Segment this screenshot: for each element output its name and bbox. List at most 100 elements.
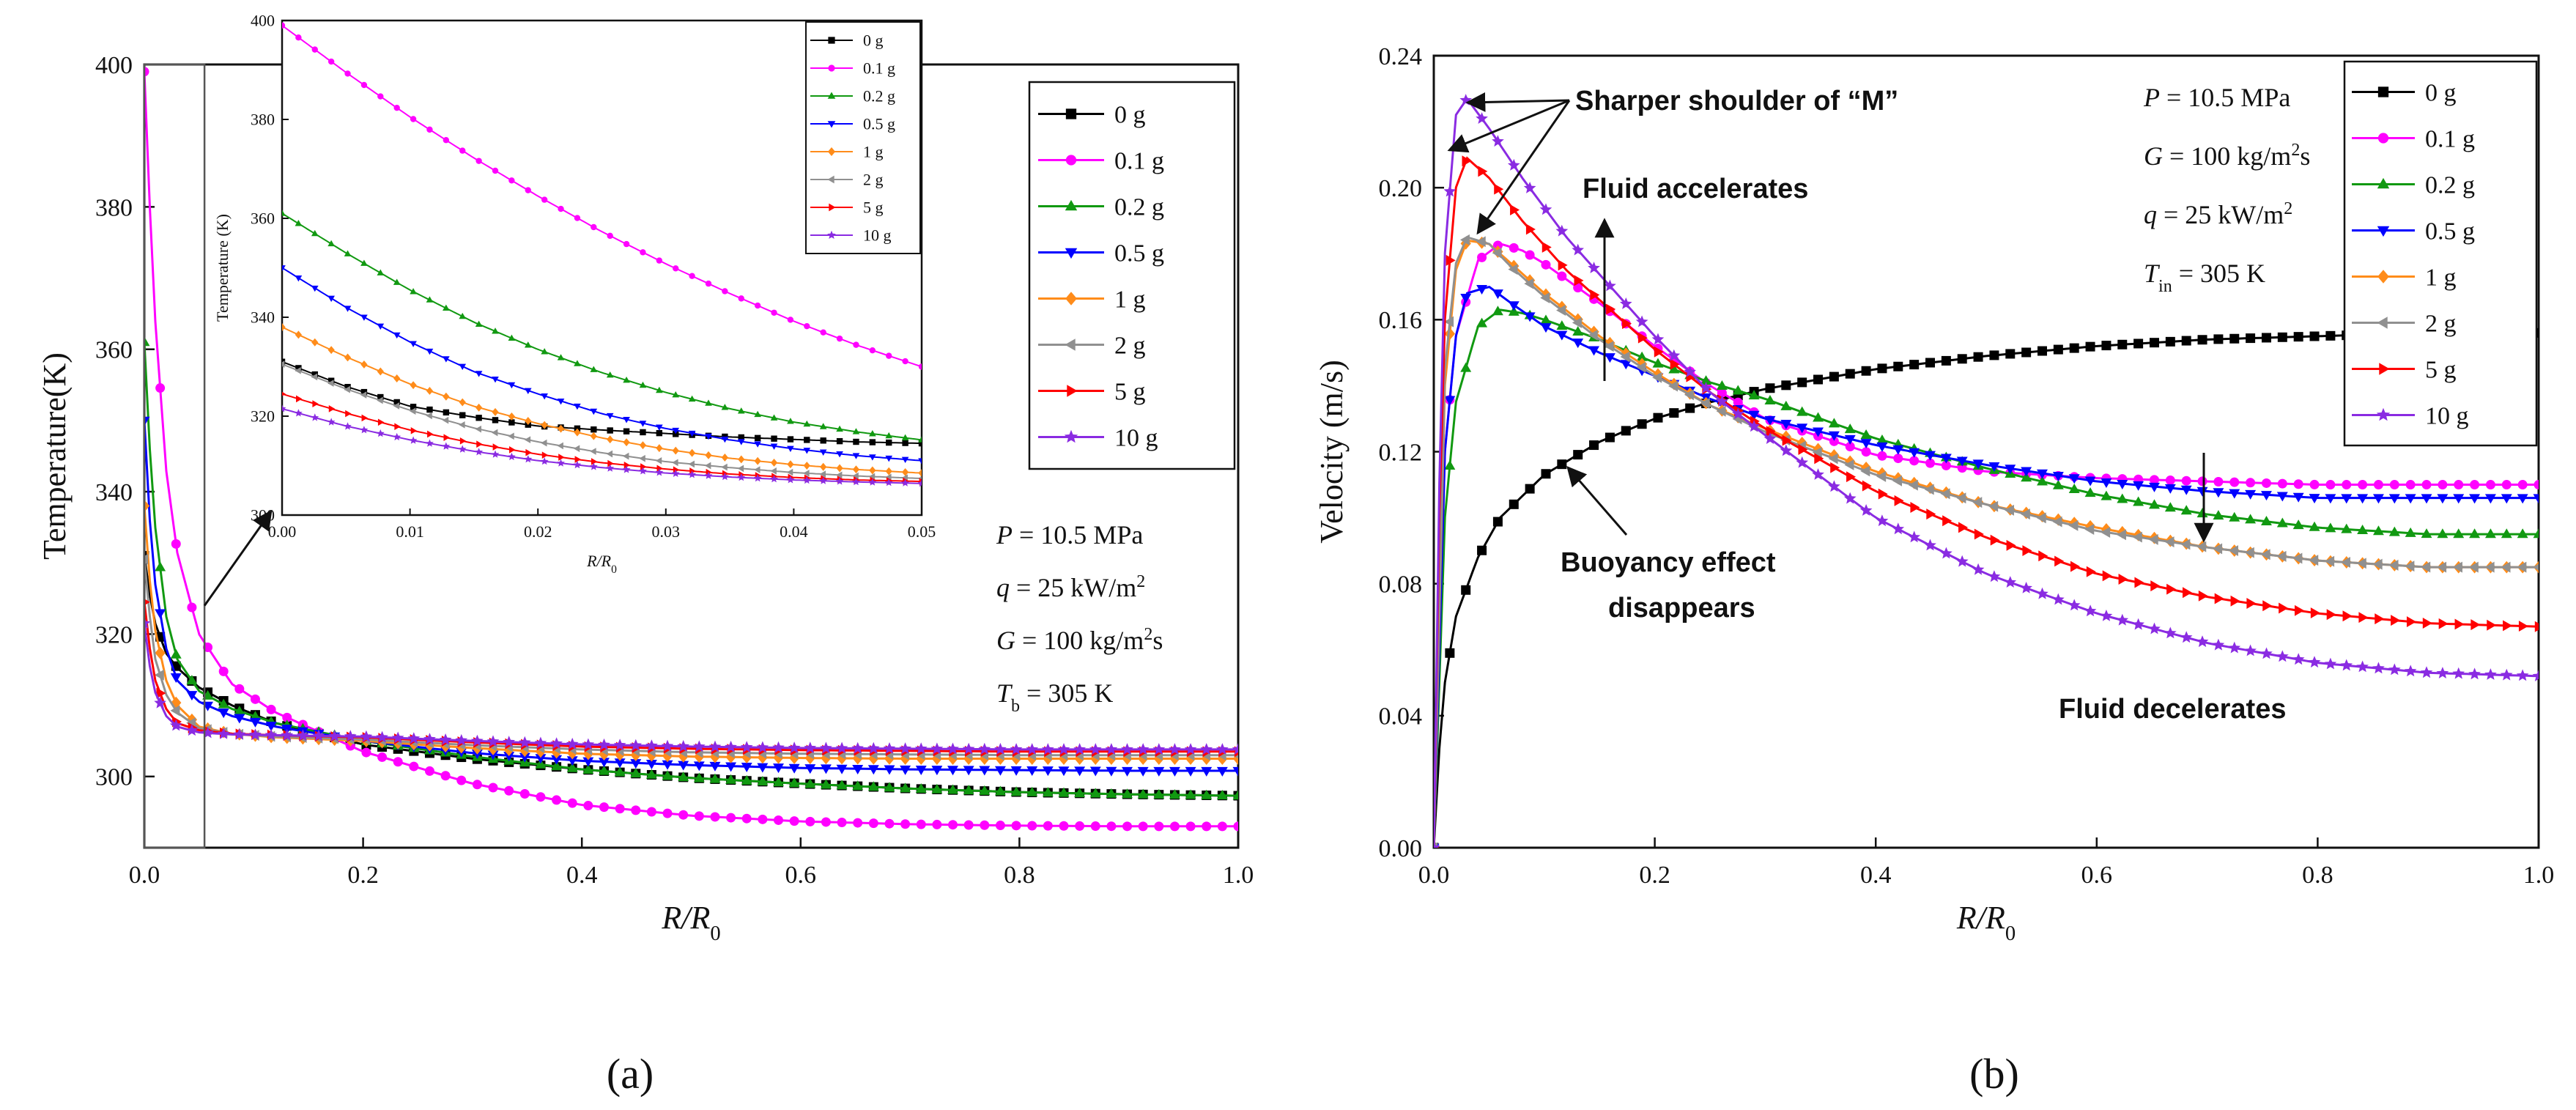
b-point-2-g (1524, 278, 1534, 289)
a-point-0-5-g (678, 761, 689, 771)
a-inset-point-10-g (282, 404, 286, 412)
a-x-axis-label: R/R0 (661, 900, 720, 945)
a-inset-point-1-g (672, 446, 679, 455)
b-point-5-g (2503, 620, 2513, 632)
b-point-2-g (1828, 453, 1838, 465)
a-legend-label: 0 g (1114, 101, 1146, 128)
a-inset-point-0-g (640, 429, 646, 436)
a-inset-point-0-2-g (787, 418, 794, 424)
a-point-10-g (233, 728, 246, 740)
a-point-10-g (486, 735, 500, 747)
a-point-10-g (708, 740, 722, 752)
b-point-0-g (2197, 335, 2207, 345)
a-point-1-g (757, 751, 769, 764)
a-inset-point-0-2-g (344, 250, 352, 256)
a-inset-point-10-g (901, 478, 909, 486)
a-inset-point-0-g (410, 404, 417, 410)
a-point-0-5-g (1042, 766, 1054, 777)
a-inset-point-0-2-g (311, 229, 319, 237)
b-point-0-1-g (2485, 480, 2495, 490)
a-point-10-g (185, 724, 199, 736)
b-legend-entry-0-1-g: 0.1 g (2352, 125, 2475, 152)
a-inset-point-10-g (589, 462, 598, 470)
b-point-10-g (2484, 668, 2497, 680)
b-point-0-1-g (2213, 476, 2224, 486)
b-point-0-2-g (2469, 528, 2481, 539)
annotation-fluid-accelerates: Fluid accelerates (1583, 174, 1808, 204)
a-inset-point-10-g (491, 450, 500, 458)
a-inset-series-2-g (282, 360, 922, 482)
a-inset-point-0-1-g (591, 223, 597, 231)
b-point-2-g (1700, 398, 1710, 409)
a-inset-point-0-1-g (656, 257, 663, 264)
a-inset-point-1-g (393, 374, 401, 382)
b-point-0-2-g (1700, 375, 1712, 385)
b-point-0-g (1541, 469, 1551, 479)
a-inset-line-10-g (282, 407, 922, 484)
a-point-10-g (725, 740, 737, 752)
a-point-0-2-g (234, 706, 245, 716)
b-point-2-g (2452, 561, 2462, 573)
b-point-2-g (1636, 361, 1646, 373)
annotation-sharper-shoulder: Sharper shoulder of “M” (1575, 86, 1898, 116)
a-inset-xtick-label: 0.04 (780, 522, 808, 541)
b-series-5-g (1434, 155, 2539, 848)
a-point-0-5-g (662, 760, 673, 770)
a-inset-point-1-g (426, 387, 434, 395)
b-point-1-g (1829, 449, 1840, 462)
a-inset-point-0-5-g (377, 323, 385, 330)
a-inset-point-0-2-g (393, 278, 401, 285)
a-inset-point-0-5-g (410, 341, 417, 347)
a-point-0-5-g (979, 766, 991, 776)
b-point-10-g (2228, 641, 2241, 654)
a-point-10-g (598, 738, 610, 750)
a-point-10-g (503, 736, 515, 747)
b-point-0-1-g (2197, 476, 2207, 486)
a-point-0-1-g (774, 815, 784, 825)
a-inset-point-0-5-g (360, 314, 368, 321)
b-point-2-g (2196, 541, 2207, 552)
b-point-5-g (2534, 621, 2539, 632)
b-point-0-5-g (1572, 338, 1584, 349)
b-point-2-g (1892, 475, 1902, 486)
b-point-2-g (1908, 479, 1918, 491)
a-point-10-g (360, 730, 373, 742)
a-point-1-g (788, 751, 800, 764)
a-inset-point-2-g (541, 439, 547, 447)
a-point-1-g (614, 748, 626, 761)
b-point-0-5-g (1476, 285, 1488, 295)
a-point-0-1-g (488, 782, 498, 793)
b-point-0-g (2277, 332, 2287, 342)
b-point-0-1-g (1477, 252, 1487, 262)
b-legend-entry-1-g: 1 g (2352, 264, 2457, 291)
b-point-5-g (2310, 607, 2320, 619)
a-inset-point-5-g (558, 454, 565, 461)
arrow-buoyancy (1566, 465, 1628, 536)
b-point-0-2-g (2229, 511, 2240, 522)
b-point-10-g (1812, 468, 1824, 480)
a-inset-point-0-g (918, 440, 922, 447)
a-point-10-g (1184, 743, 1197, 755)
a-legend-marker (1065, 199, 1078, 211)
b-point-0-5-g (2453, 494, 2465, 504)
a-point-0-1-g (948, 820, 958, 830)
a-inset-point-0-1-g (623, 240, 630, 248)
a-point-0-5-g (1153, 766, 1165, 777)
b-point-0-2-g (2133, 496, 2144, 506)
b-point-0-5-g (2421, 494, 2432, 504)
b-point-0-2-g (1444, 459, 1456, 470)
a-point-0-2-g (1153, 788, 1165, 799)
b-legend-label: 0.5 g (2425, 218, 2475, 245)
b-point-2-g (1668, 380, 1679, 392)
b-point-0-1-g (2501, 480, 2512, 490)
a-point-10-g (772, 741, 785, 753)
a-point-1-g (694, 750, 705, 763)
b-point-10-g (1668, 349, 1681, 361)
b-point-0-2-g (1476, 317, 1488, 328)
b-point-0-5-g (1940, 454, 1952, 464)
a-point-0-5-g (693, 761, 705, 772)
a-point-0-1-g (963, 820, 974, 830)
a-inset-point-0-1-g (754, 302, 761, 309)
b-point-5-g (2279, 602, 2289, 614)
b-point-10-g (1988, 570, 2001, 582)
